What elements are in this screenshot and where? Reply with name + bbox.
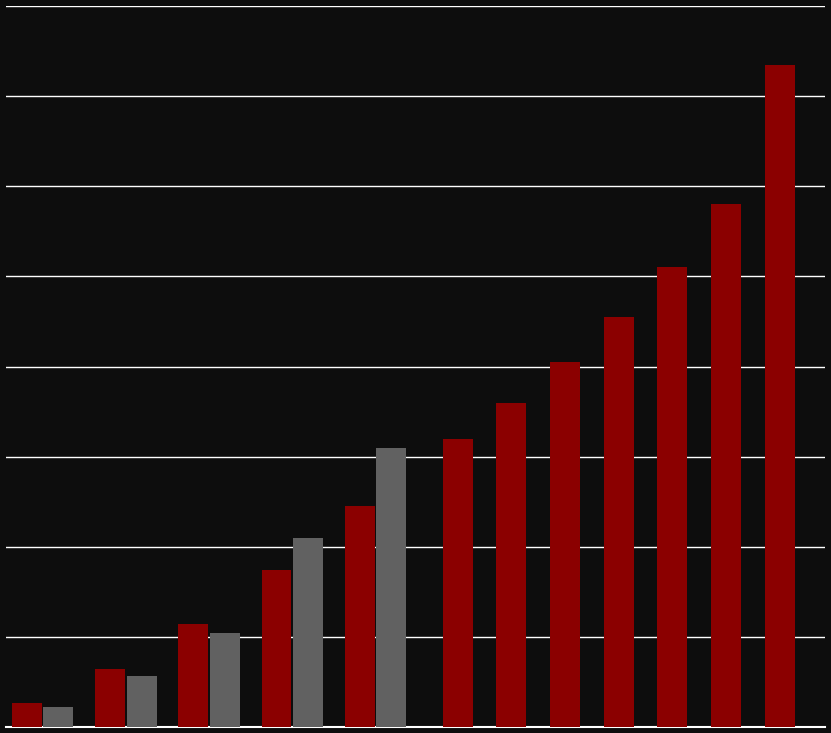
Bar [345,507,375,727]
Bar [12,703,42,727]
Bar [179,624,209,727]
Bar [43,707,73,727]
Bar [657,268,687,727]
Bar [443,438,473,727]
Bar [550,362,580,727]
Bar [209,633,239,727]
Bar [293,538,323,727]
Bar [376,448,406,727]
Bar [711,204,741,727]
Bar [496,402,526,727]
Bar [96,668,125,727]
Bar [262,570,292,727]
Bar [604,317,634,727]
Bar [765,65,794,727]
Bar [126,676,156,727]
